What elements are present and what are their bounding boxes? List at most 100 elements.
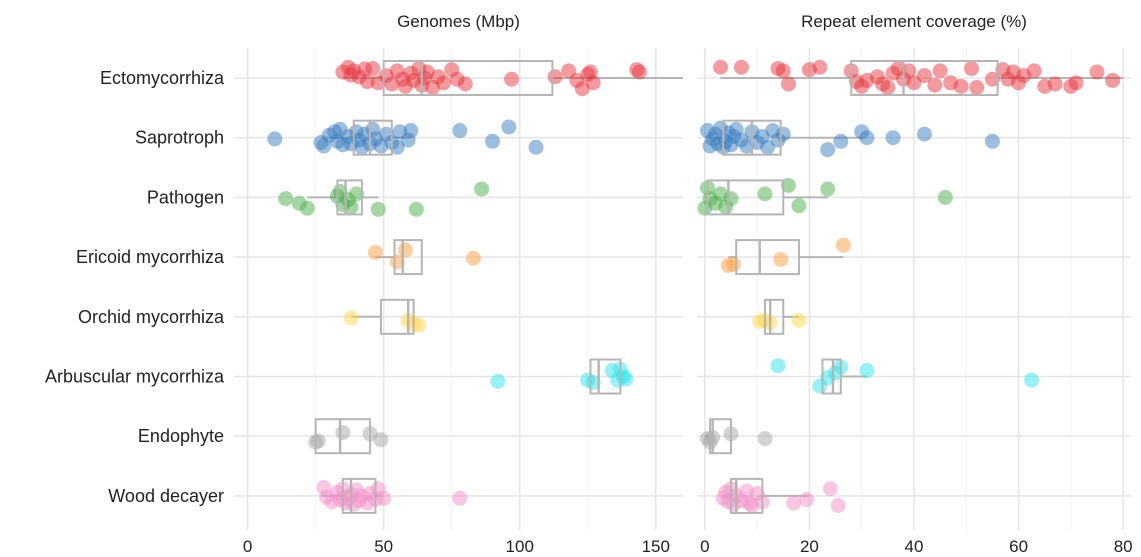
- data-point: [880, 80, 896, 96]
- data-point: [812, 59, 828, 75]
- data-point: [781, 177, 797, 193]
- data-point: [1089, 64, 1105, 80]
- data-point: [465, 250, 481, 266]
- data-point: [984, 133, 1000, 149]
- data-point: [585, 75, 601, 91]
- category-label-pathogen: Pathogen: [147, 187, 224, 207]
- data-point: [835, 237, 851, 253]
- data-point: [781, 76, 797, 92]
- data-point: [822, 481, 838, 497]
- data-point: [901, 63, 917, 79]
- data-point: [389, 139, 405, 155]
- x-tick-label: 150: [642, 537, 670, 556]
- category-label-arbuscular-mycorrhiza: Arbuscular mycorrhiza: [45, 367, 225, 387]
- group-saprotroph: [699, 119, 1000, 158]
- x-tick-label: 60: [1009, 537, 1028, 556]
- box: [729, 477, 764, 514]
- data-point: [969, 80, 985, 96]
- data-point: [376, 490, 392, 506]
- group-ectomycorrhiza: [713, 59, 1124, 96]
- data-point: [504, 71, 520, 87]
- data-point: [885, 130, 901, 146]
- data-point: [984, 71, 1000, 87]
- data-point: [775, 126, 791, 142]
- group-arbuscular-mycorrhiza: [490, 358, 634, 395]
- group-ericoid-mycorrhiza: [720, 237, 851, 276]
- data-point: [859, 130, 875, 146]
- category-label-orchid-mycorrhiza: Orchid mycorrhiza: [78, 307, 225, 327]
- data-point: [389, 254, 405, 270]
- data-point: [485, 133, 501, 149]
- x-tick-label: 80: [1114, 537, 1133, 556]
- data-point: [723, 191, 739, 207]
- x-tick-label: 20: [800, 537, 819, 556]
- data-point: [343, 199, 359, 215]
- data-point: [411, 317, 427, 333]
- data-point: [618, 371, 634, 387]
- data-point: [368, 244, 384, 260]
- group-ericoid-mycorrhiza: [368, 239, 481, 276]
- data-point: [937, 189, 953, 205]
- data-point: [370, 201, 386, 217]
- data-point: [452, 490, 468, 506]
- gridlines: [234, 48, 683, 530]
- data-point: [770, 358, 786, 374]
- data-point: [964, 60, 980, 76]
- category-label-endophyte: Endophyte: [138, 426, 224, 446]
- group-ectomycorrhiza: [335, 59, 683, 97]
- data-point: [528, 139, 544, 155]
- data-point: [953, 78, 969, 94]
- data-point: [1105, 72, 1121, 88]
- data-point: [403, 123, 419, 139]
- box: [352, 119, 393, 156]
- data-point: [631, 64, 647, 80]
- data-point: [820, 181, 836, 197]
- box: [336, 179, 363, 216]
- data-point: [786, 495, 802, 511]
- data-point: [1047, 76, 1063, 92]
- data-point: [397, 242, 413, 258]
- x-tick-label: 50: [374, 537, 393, 556]
- group-endophyte: [308, 418, 389, 455]
- data-point: [452, 123, 468, 139]
- panel-title: Genomes (Mbp): [397, 12, 520, 31]
- data-point: [365, 60, 381, 76]
- category-labels: Ectomycorrhiza Saprotroph Pathogen Ericoid …: [45, 68, 225, 506]
- data-point: [927, 77, 943, 93]
- data-point: [373, 432, 389, 448]
- panel-genomes: Genomes (Mbp) 0 50 100 150: [234, 12, 683, 556]
- data-point: [1068, 75, 1084, 91]
- box: [735, 239, 800, 276]
- data-point: [791, 198, 807, 214]
- data-point: [267, 131, 283, 147]
- group-endophyte: [699, 418, 773, 455]
- group-arbuscular-mycorrhiza: [770, 358, 1040, 395]
- panel-repeat-coverage: Repeat element coverage (%) 0 20 40 60 80: [697, 12, 1133, 556]
- box: [709, 418, 732, 455]
- category-label-ectomycorrhiza: Ectomycorrhiza: [100, 68, 225, 88]
- data-point: [490, 373, 506, 389]
- data-point: [310, 433, 326, 449]
- data-point: [474, 181, 490, 197]
- box: [706, 179, 785, 216]
- data-point: [733, 59, 749, 75]
- x-tick-label: 100: [506, 537, 534, 556]
- data-point: [859, 363, 875, 379]
- box: [382, 60, 554, 96]
- panel-title: Repeat element coverage (%): [801, 12, 1027, 31]
- data-point: [799, 491, 815, 507]
- box: [341, 477, 377, 514]
- category-label-saprotroph: Saprotroph: [135, 128, 224, 148]
- data-point: [348, 186, 364, 202]
- box: [589, 358, 622, 395]
- data-point: [916, 68, 932, 84]
- data-point: [833, 133, 849, 149]
- box: [763, 298, 785, 335]
- data-point: [830, 497, 846, 513]
- group-pathogen: [697, 177, 953, 216]
- category-label-ericoid-mycorrhiza: Ericoid mycorrhiza: [76, 247, 225, 267]
- data-point: [757, 186, 773, 202]
- data-point: [501, 119, 517, 135]
- data-point: [791, 312, 807, 328]
